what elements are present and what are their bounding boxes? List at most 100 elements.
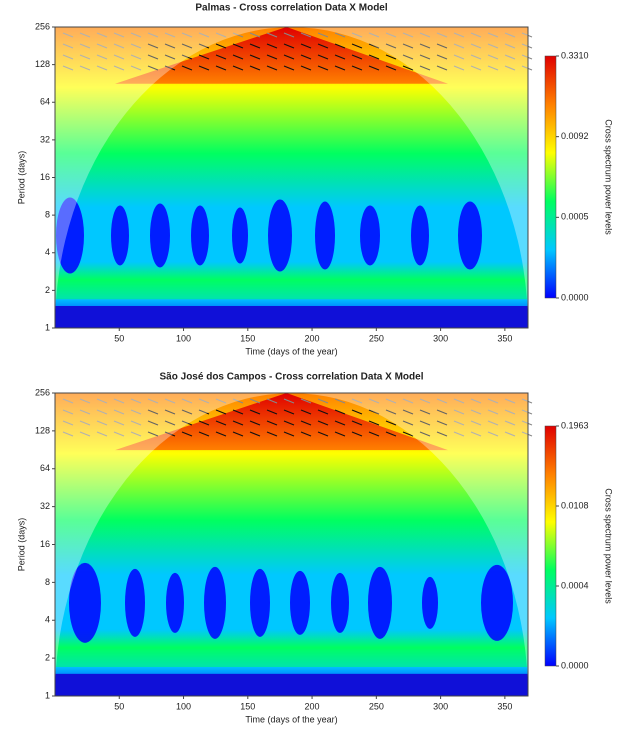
low-power-blob [56,197,84,274]
phase-arrow [164,420,176,426]
phase-arrow [402,420,414,426]
x-tick-label: 100 [176,333,191,343]
phase-arrow [470,409,482,415]
colorbar-tick-label: 0.0000 [561,660,589,670]
phase-arrow [402,32,414,38]
x-tick-label: 150 [240,333,255,343]
phase-arrow [368,420,380,426]
phase-arrow [436,398,448,404]
phase-arrow [317,32,329,38]
y-tick-label: 2 [45,285,50,295]
phase-arrow [521,32,533,38]
phase-arrow [453,431,465,437]
y-tick-label: 8 [45,577,50,587]
phase-arrow [334,409,346,415]
phase-arrow [113,32,125,38]
phase-arrow [300,398,312,404]
phase-arrow [385,32,397,38]
phase-arrow [232,43,244,49]
phase-arrow [249,65,261,71]
x-tick-label: 300 [433,701,448,711]
low-power-blob [290,570,310,635]
phase-arrow [368,431,380,437]
phase-arrow [504,398,516,404]
phase-arrow [317,43,329,49]
phase-arrow [453,398,465,404]
phase-arrow [419,420,431,426]
phase-arrow [164,398,176,404]
phase-arrow [402,431,414,437]
phase-arrow [181,43,193,49]
phase-arrow [419,65,431,71]
low-power-blob [422,576,438,629]
phase-arrow [504,32,516,38]
y-tick-label: 256 [35,387,50,397]
low-power-blob [411,205,429,266]
x-tick-label: 200 [305,333,320,343]
phase-arrow [215,54,227,60]
phase-arrow [164,65,176,71]
x-tick-label: 350 [497,333,512,343]
y-tick-label: 32 [40,134,50,144]
low-power-blob [481,564,513,641]
phase-arrow [62,398,74,404]
phase-arrow [317,65,329,71]
phase-arrow [215,43,227,49]
phase-arrow [368,65,380,71]
y-tick-label: 16 [40,539,50,549]
low-power-blob [191,205,209,266]
phase-arrow [198,398,210,404]
phase-arrow [436,431,448,437]
phase-arrow [402,54,414,60]
phase-arrow [283,54,295,60]
phase-arrow [351,54,363,60]
phase-arrow [504,65,516,71]
high-power-region [115,393,448,451]
phase-arrow [215,409,227,415]
phase-arrow [130,420,142,426]
phase-arrow [470,398,482,404]
phase-arrow [147,420,159,426]
phase-arrow [147,54,159,60]
phase-arrow [130,398,142,404]
low-power-blob [268,199,292,272]
phase-arrow [79,409,91,415]
phase-arrow [79,398,91,404]
y-axis-label: Period (days) [16,518,26,572]
phase-arrow [436,420,448,426]
phase-arrow [351,420,363,426]
phase-arrow [351,32,363,38]
phase-arrow [300,409,312,415]
phase-arrow [521,420,533,426]
phase-arrow [215,32,227,38]
low-power-blob [166,572,184,633]
y-tick-label: 1 [45,322,50,332]
colorbar-tick-label: 0.3310 [561,50,589,60]
phase-arrow [266,409,278,415]
chart-title: Palmas - Cross correlation Data X Model [195,3,388,14]
phase-arrow [232,409,244,415]
phase-arrow [504,409,516,415]
phase-arrow [334,43,346,49]
phase-arrow [453,65,465,71]
phase-arrow [266,54,278,60]
phase-arrow [147,398,159,404]
phase-arrow [232,431,244,437]
phase-arrow [368,54,380,60]
x-tick-label: 250 [369,333,384,343]
phase-arrow [62,54,74,60]
colorbar-tick-label: 0.0092 [561,131,589,141]
phase-arrow [113,409,125,415]
phase-arrow [521,54,533,60]
phase-arrow [181,65,193,71]
phase-arrow [62,32,74,38]
phase-arrow [521,43,533,49]
y-tick-label: 64 [40,463,50,473]
phase-arrow [300,32,312,38]
low-power-blob [360,205,380,266]
low-power-blob [232,207,248,264]
phase-arrow [317,431,329,437]
phase-arrow [419,431,431,437]
phase-arrow [62,420,74,426]
phase-arrow [385,65,397,71]
